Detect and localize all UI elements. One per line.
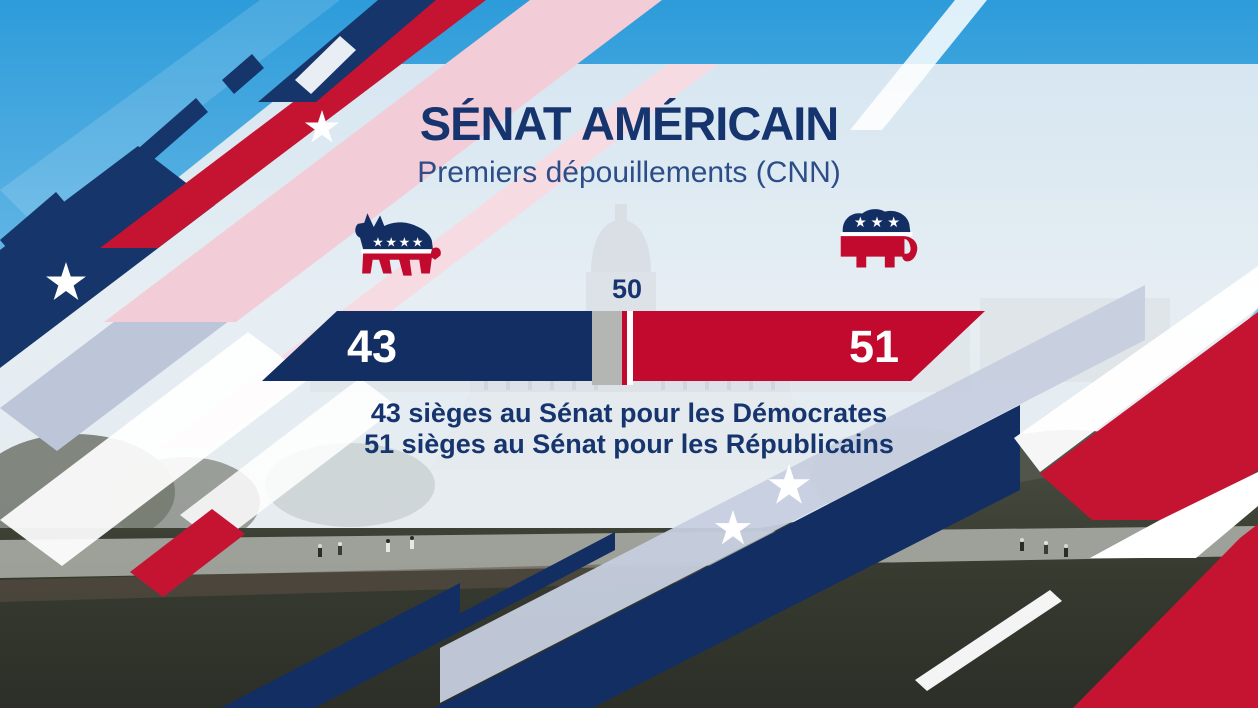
democrat-summary-line: 43 sièges au Sénat pour les Démocrates [370,398,888,428]
flowerbed [0,562,705,602]
majority-marker-label: 50 [611,274,643,304]
republican-summary-line: 51 sièges au Sénat pour les Républicains [364,429,894,459]
republican-elephant-icon [840,209,918,268]
top-right-stripe [850,0,987,130]
page-title: SÉNAT AMÉRICAIN [419,97,839,150]
majority-marker-line [622,311,627,385]
bottom-right-stripe-cluster [915,266,1258,708]
subtitle: Premiers dépouillements (CNN) [417,156,841,189]
democrat-seats-value: 43 [346,321,398,372]
republican-seats-value: 51 [848,321,900,372]
undecided-gap-strip [592,311,622,385]
republican-seats-bar [633,311,985,381]
democratic-donkey-icon [355,213,441,276]
bottom-stripe-cluster [220,285,1145,708]
democrat-seats-bar [262,311,592,381]
pedestrians [318,536,1068,557]
capitol-dome [591,220,651,274]
seat-bar [262,311,985,385]
